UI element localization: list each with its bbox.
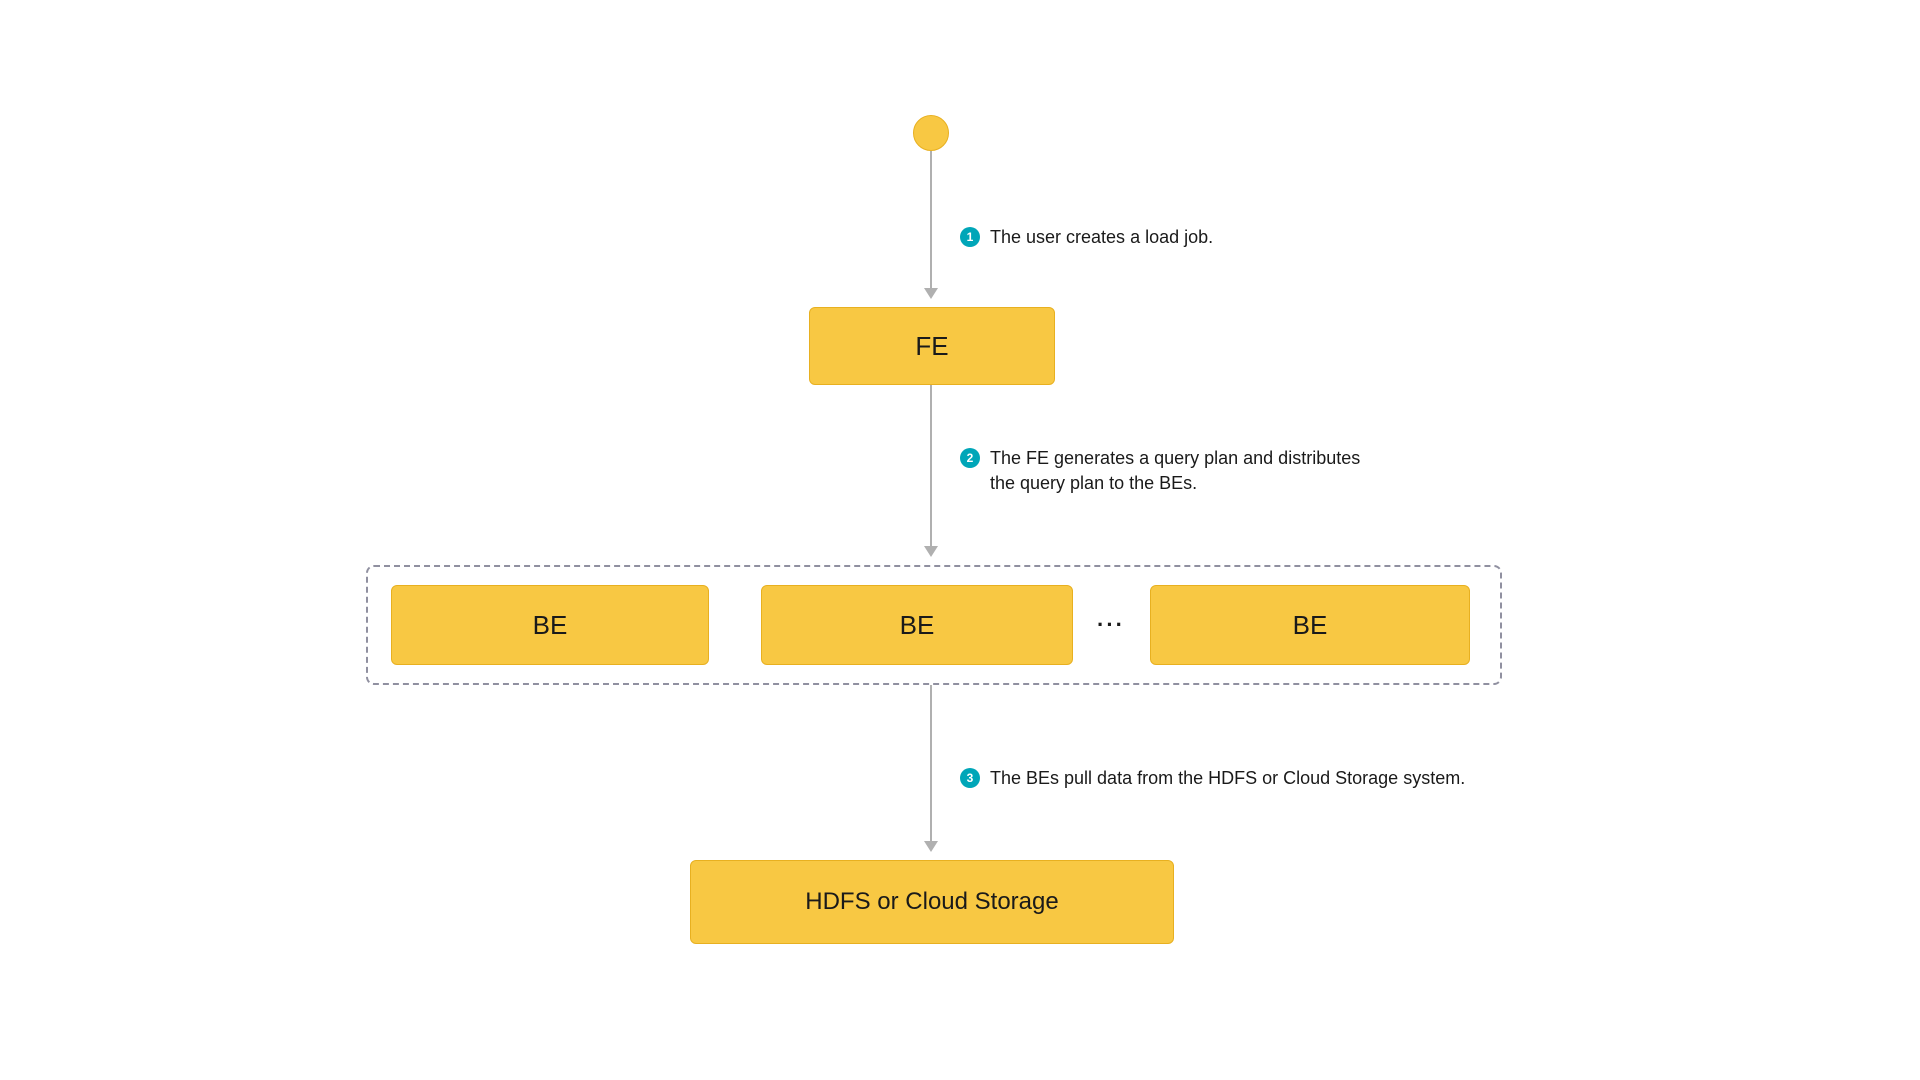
step-3-badge: 3: [960, 768, 980, 788]
be-2-label: BE: [900, 610, 935, 641]
arrow-3-head: [924, 841, 938, 852]
arrow-3: [930, 685, 932, 842]
step-2-text: The FE generates a query plan and distri…: [990, 446, 1370, 496]
be-1-label: BE: [533, 610, 568, 641]
step-3-label: 3 The BEs pull data from the HDFS or Clo…: [960, 766, 1465, 791]
fe-node: FE: [809, 307, 1055, 385]
be-node-2: BE: [761, 585, 1073, 665]
step-2-label: 2 The FE generates a query plan and dist…: [960, 446, 1370, 496]
be-node-3: BE: [1150, 585, 1470, 665]
arrow-1: [930, 151, 932, 289]
storage-node: HDFS or Cloud Storage: [690, 860, 1174, 944]
be-node-1: BE: [391, 585, 709, 665]
step-1-label: 1 The user creates a load job.: [960, 225, 1213, 250]
step-3-text: The BEs pull data from the HDFS or Cloud…: [990, 766, 1465, 791]
flowchart-diagram: 1 The user creates a load job. FE 2 The …: [0, 0, 1920, 1080]
start-node: [913, 115, 949, 151]
arrow-1-head: [924, 288, 938, 299]
arrow-2-head: [924, 546, 938, 557]
fe-label: FE: [915, 331, 948, 362]
step-2-badge: 2: [960, 448, 980, 468]
step-1-text: The user creates a load job.: [990, 225, 1213, 250]
step-1-badge: 1: [960, 227, 980, 247]
storage-label: HDFS or Cloud Storage: [805, 888, 1058, 916]
be-3-label: BE: [1293, 610, 1328, 641]
ellipsis: ···: [1097, 612, 1125, 638]
arrow-2: [930, 385, 932, 547]
